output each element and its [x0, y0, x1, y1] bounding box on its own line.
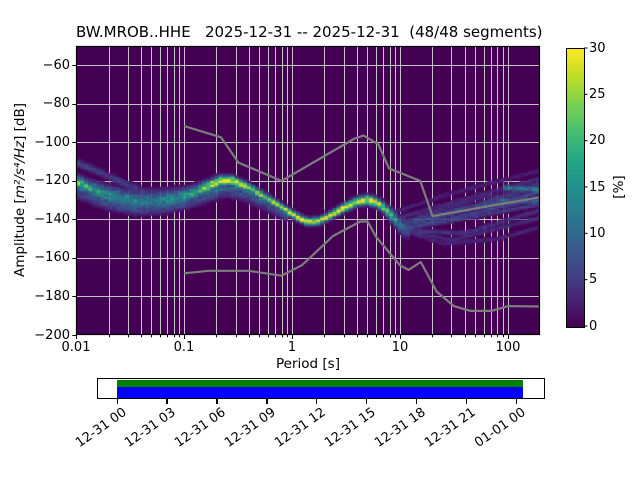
- y-tick-label: −140: [34, 211, 70, 227]
- colorbar-tick-label: 15: [589, 179, 606, 195]
- x-axis-label: Period [s]: [276, 356, 340, 372]
- colorbar-tick-label: 5: [589, 272, 598, 288]
- x-tick-label: 0.01: [61, 340, 91, 355]
- colorbar: [566, 48, 585, 328]
- y-tick-label: −120: [34, 173, 70, 189]
- ppsd-histogram-canvas: [76, 46, 540, 335]
- colorbar-tick-label: 0: [589, 318, 598, 334]
- noise-model-line-nhnm: [183, 124, 541, 218]
- timeline-data-bar: [116, 386, 523, 398]
- x-tick-label: 10: [391, 340, 409, 355]
- timeline-tick-mark: [366, 399, 368, 404]
- y-tick-label: −100: [34, 134, 70, 150]
- colorbar-tick-label: 10: [589, 225, 606, 241]
- timeline-tick-mark: [216, 399, 218, 404]
- plot-spines: [75, 45, 541, 336]
- plot-title: BW.MROB..HHE 2025-12-31 -- 2025-12-31 (4…: [76, 23, 543, 41]
- x-tick-label: 1: [287, 340, 297, 355]
- x-tick-label: 0.1: [173, 340, 195, 355]
- colorbar-tick-label: 30: [589, 40, 606, 56]
- timeline-tick-mark: [116, 399, 118, 404]
- y-tick-label: −200: [34, 327, 70, 343]
- timeline-tick-mark: [266, 399, 268, 404]
- timeline-tick-mark: [516, 399, 518, 404]
- colorbar-tick-label: 20: [589, 133, 606, 149]
- timeline-tick-mark: [166, 399, 168, 404]
- noise-model-line-nlnm: [183, 220, 541, 312]
- y-tick-label: −160: [34, 250, 70, 266]
- x-tick-label: 100: [495, 340, 521, 355]
- timeline-tick-mark: [466, 399, 468, 404]
- timeline-tick-mark: [316, 399, 318, 404]
- y-tick-label: −80: [42, 96, 70, 112]
- timeline-tick-mark: [416, 399, 418, 404]
- colorbar-tick-label: 25: [589, 86, 606, 102]
- y-tick-label: −60: [42, 57, 70, 73]
- timeline-coverage-bar: [116, 379, 523, 387]
- colorbar-label: [%]: [611, 175, 627, 199]
- y-tick-label: −180: [34, 288, 70, 304]
